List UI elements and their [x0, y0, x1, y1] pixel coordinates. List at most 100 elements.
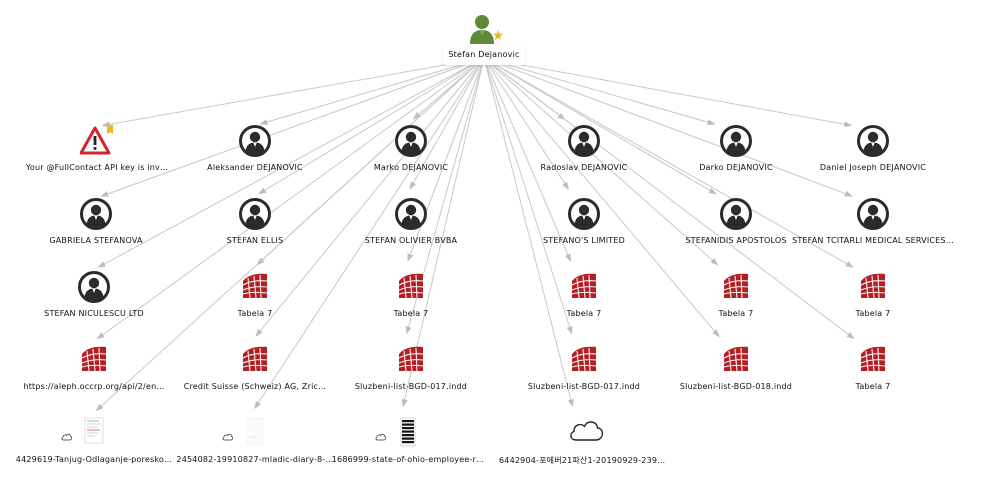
graph-node-label: Tabela 7 [566, 309, 602, 318]
cloud-icon [61, 426, 72, 445]
edge-gabriela [100, 57, 485, 197]
graph-node-tabela-2[interactable]: Tabela 7 [321, 271, 501, 318]
graph-node-label: 2454082-19910827-mladic-diary-8-… [176, 455, 334, 464]
person-icon [77, 271, 111, 305]
graph-node-korean[interactable]: 6442904-포에버21파산1-20190929-2395페이지 [494, 417, 674, 466]
edge-aleksander [259, 57, 485, 125]
graph-node-stefan-ellis[interactable]: STEFAN ELLIS [165, 198, 345, 245]
edge-korean [483, 57, 574, 408]
cloud-icon [567, 417, 604, 451]
dataset-icon [238, 271, 272, 305]
graph-node-tabela-3[interactable]: Tabela 7 [494, 271, 674, 318]
graph-node-sluzbeni-1[interactable]: Sluzbeni-list-BGD-017.indd [321, 344, 501, 391]
dataset-icon [856, 344, 890, 378]
graph-node-label: Tabela 7 [855, 309, 891, 318]
edge-tabela-2 [407, 57, 485, 262]
graph-node-marko[interactable]: Marko DEJANOVIC [321, 125, 501, 172]
graph-node-radoslav[interactable]: Radoslav DEJANOVIC [494, 125, 674, 172]
dataset-icon [238, 344, 272, 378]
graph-node-daniel[interactable]: Daniel Joseph DEJANOVIC [783, 125, 963, 172]
graph-node-fullcontact[interactable]: Your @FullContact API key is inv… [7, 125, 187, 172]
graph-node-label: Sluzbeni-list-BGD-017.indd [527, 382, 641, 391]
graph-node-label: STEFAN OLIVIER BVBA [364, 236, 458, 245]
graph-node-tabela-1[interactable]: Tabela 7 [165, 271, 345, 318]
graph-node-tabela-6[interactable]: Tabela 7 [783, 344, 963, 391]
edge-tabela-5 [483, 57, 854, 268]
cloud-icon [222, 426, 233, 445]
document-thumbnail-icon [375, 417, 425, 451]
person-icon [719, 198, 753, 232]
warning-icon [79, 125, 114, 159]
person-icon [238, 125, 272, 159]
graph-node-darko[interactable]: Darko DEJANOVIC [646, 125, 826, 172]
edge-aleph [96, 57, 485, 340]
dataset-icon [719, 344, 753, 378]
person-icon [238, 198, 272, 232]
graph-node-tcitarli[interactable]: STEFAN TCITARLI MEDICAL SERVICES… [783, 198, 963, 245]
graph-node-tanjug[interactable]: 4429619-Tanjug-Odlaganje-poresko… [4, 417, 184, 464]
graph-node-label: Marko DEJANOVIC [373, 163, 449, 172]
graph-node-tabela-5[interactable]: Tabela 7 [783, 271, 963, 318]
graph-node-mladic[interactable]: 2454082-19910827-mladic-diary-8-… [165, 417, 345, 464]
person-icon [567, 125, 601, 159]
graph-node-ohio[interactable]: 1686999-state-of-ohio-employee-r… [318, 417, 498, 464]
graph-node-stefan-olivier[interactable]: STEFAN OLIVIER BVBA [321, 198, 501, 245]
graph-node-stefanos[interactable]: STEFANO'S LIMITED [494, 198, 674, 245]
graph-node-aleksander[interactable]: Aleksander DEJANOVIC [165, 125, 345, 172]
graph-node-label: https://aleph.occrp.org/api/2/en… [23, 382, 165, 391]
person-icon [856, 198, 890, 232]
graph-node-label: Tabela 7 [393, 309, 429, 318]
dataset-icon [567, 344, 601, 378]
graph-node-label: GABRIELA STEFANOVA [49, 236, 143, 245]
graph-node-label: 6442904-포에버21파산1-20190929-2395페이지 [499, 456, 669, 465]
graph-node-label: Tabela 7 [237, 309, 273, 318]
document-thumbnail-icon [61, 417, 111, 451]
graph-node-label: STEFAN NICULESCU LTD [44, 309, 144, 318]
user-icon [467, 12, 503, 46]
graph-node-label: Your @FullContact API key is inv… [25, 163, 169, 172]
person-icon [856, 125, 890, 159]
graph-node-sluzbeni-3[interactable]: Sluzbeni-list-BGD-018.indd [646, 344, 826, 391]
edge-stefan-olivier [409, 57, 485, 190]
dataset-icon [77, 344, 111, 378]
edge-tabela-6 [483, 57, 855, 340]
edge-mladic [254, 57, 485, 410]
root-node[interactable]: Stefan Dejanovic [394, 12, 574, 59]
root-node-label: Stefan Dejanovic [448, 50, 520, 59]
edge-stefanos [483, 57, 569, 191]
graph-node-label: STEFANO'S LIMITED [542, 236, 626, 245]
graph-node-tabela-4[interactable]: Tabela 7 [646, 271, 826, 318]
document-thumbnail-icon [222, 417, 272, 451]
graph-node-label: Tabela 7 [855, 382, 891, 391]
edge-sluzbeni-2 [483, 57, 573, 335]
edge-fullcontact [101, 57, 485, 128]
edge-sluzbeni-3 [483, 57, 720, 338]
graph-node-niculescu[interactable]: STEFAN NICULESCU LTD [4, 271, 184, 318]
person-icon [79, 198, 113, 232]
graph-node-credit-suisse[interactable]: Credit Suisse (Schweiz) AG, Zric… [165, 344, 345, 391]
edge-tcitarli [483, 57, 853, 197]
cloud-icon [375, 426, 386, 445]
person-icon [394, 198, 428, 232]
dataset-icon [719, 271, 753, 305]
edge-tabela-3 [483, 57, 571, 263]
graph-node-label: 1686999-state-of-ohio-employee-r… [331, 455, 485, 464]
pin-star-icon [493, 30, 503, 40]
graph-node-stefanidis[interactable]: STEFANIDIS APOSTOLOS [646, 198, 826, 245]
edges-layer [95, 57, 855, 412]
person-icon [719, 125, 753, 159]
edge-stefanidis [483, 57, 717, 195]
edge-tabela-4 [483, 57, 719, 266]
graph-node-label: 4429619-Tanjug-Odlaganje-poresko… [15, 455, 173, 464]
graph-node-label: Aleksander DEJANOVIC [207, 163, 303, 172]
edge-credit-suisse [255, 57, 485, 337]
dataset-icon [567, 271, 601, 305]
graph-node-label: Credit Suisse (Schweiz) AG, Zric… [183, 382, 327, 391]
edge-daniel [483, 57, 853, 128]
person-icon [567, 198, 601, 232]
graph-node-sluzbeni-2[interactable]: Sluzbeni-list-BGD-017.indd [494, 344, 674, 391]
graph-node-aleph[interactable]: https://aleph.occrp.org/api/2/en… [4, 344, 184, 391]
edge-niculescu [97, 57, 485, 268]
graph-node-gabriela[interactable]: GABRIELA STEFANOVA [6, 198, 186, 245]
